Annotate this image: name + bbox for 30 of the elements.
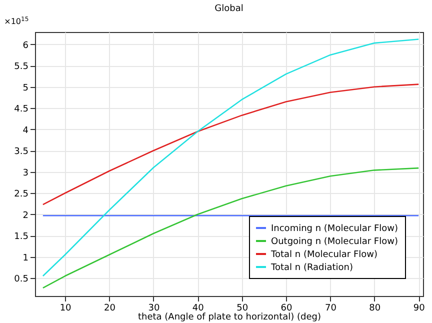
y-tick-label: 4.5 bbox=[14, 104, 28, 115]
x-tick-label: 80 bbox=[369, 304, 381, 314]
x-tick-label: 70 bbox=[324, 304, 337, 314]
x-tick-label: 30 bbox=[148, 304, 160, 314]
x-tick-label: 90 bbox=[413, 304, 426, 314]
x-tick-label: 40 bbox=[192, 304, 204, 314]
y-tick-label: 6 bbox=[22, 40, 29, 51]
y-tick-label: 5.5 bbox=[14, 62, 28, 72]
line-series bbox=[42, 38, 420, 277]
y-tick-label: 0.5 bbox=[14, 274, 28, 285]
x-tick-label: 50 bbox=[236, 304, 248, 314]
x-axis-title: theta (Angle of plate to horizontal) (deg) bbox=[138, 312, 321, 322]
y-tick-label: 4 bbox=[22, 126, 29, 136]
y-tick-label: 1 bbox=[22, 253, 28, 264]
legend-label: Outgoing n (Molecular Flow) bbox=[271, 237, 398, 247]
x-tick-label: 60 bbox=[280, 304, 293, 314]
legend-label: Incoming n (Molecular Flow) bbox=[271, 224, 398, 234]
chart-title: Global bbox=[214, 4, 244, 14]
y-tick-label: 2 bbox=[22, 210, 28, 221]
y-tick-label: 1.5 bbox=[14, 232, 28, 242]
y-tick-label: 3.5 bbox=[14, 147, 28, 158]
legend-label: Total n (Molecular Flow) bbox=[270, 250, 378, 260]
legend-label: Total n (Radiation) bbox=[270, 263, 354, 273]
line-series bbox=[42, 167, 420, 289]
y-tick-label: 2.5 bbox=[14, 190, 28, 200]
line-series bbox=[42, 84, 420, 206]
x-tick-label: 10 bbox=[60, 304, 72, 314]
y-tick-label: 3 bbox=[22, 168, 28, 178]
x-tick-label: 20 bbox=[104, 304, 116, 314]
y-tick-label: 5 bbox=[22, 83, 28, 94]
